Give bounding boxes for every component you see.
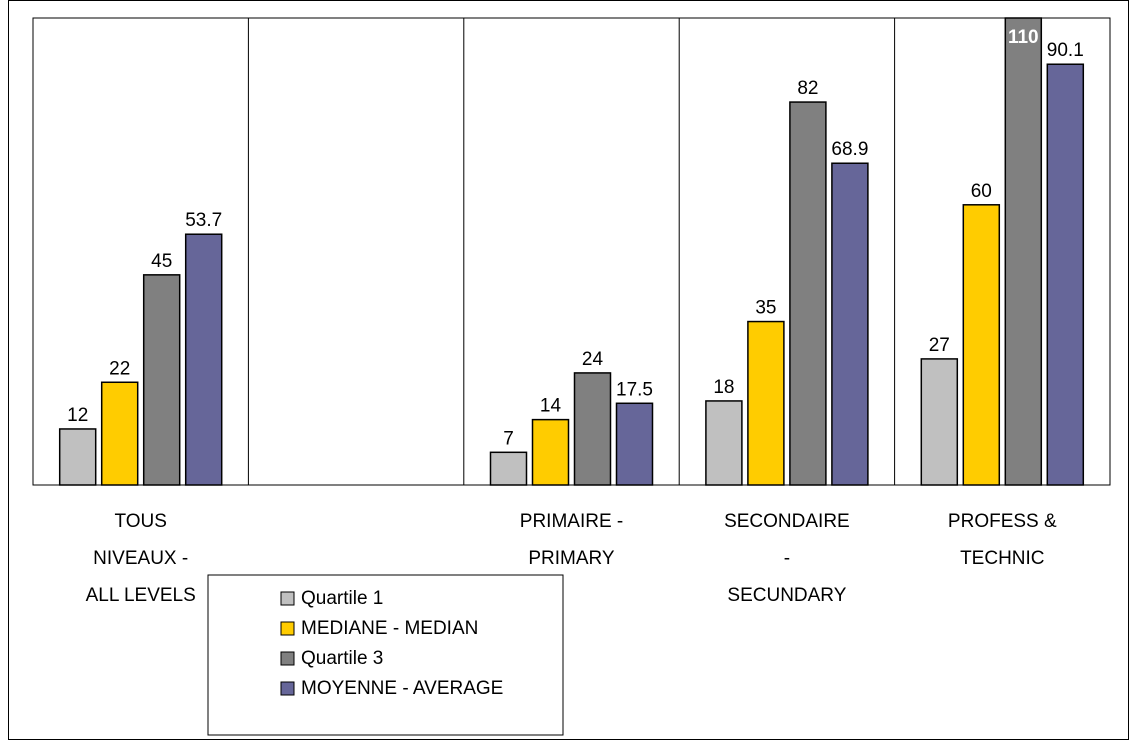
bar — [1004, 17, 1043, 486]
category-tick-label: TOUS — [114, 511, 166, 532]
bar — [831, 162, 869, 486]
bar — [615, 402, 654, 486]
legend-swatch — [280, 681, 295, 696]
bar-value-label: 90.1 — [1047, 40, 1084, 61]
bar — [573, 372, 612, 486]
bar-value-label: 82 — [797, 78, 818, 99]
legend-box — [207, 574, 564, 736]
bar-value-label: 45 — [151, 251, 172, 272]
bar-value-label: 22 — [109, 358, 130, 379]
legend-swatch — [280, 591, 295, 606]
category-tick-label: PROFESS & — [948, 511, 1057, 532]
bar — [1046, 63, 1085, 486]
bar-value-label: 24 — [582, 349, 604, 370]
category-tick-label: SECUNDARY — [727, 585, 846, 606]
legend-swatch — [280, 621, 295, 636]
bar — [920, 358, 959, 486]
bar-value-label: 17.5 — [616, 379, 653, 400]
bar-value-label: 18 — [713, 377, 734, 398]
legend: Quartile 1 MEDIANE - MEDIAN Quartile 3 MOYE… — [207, 574, 564, 736]
category-tick-label: TECHNIC — [960, 548, 1044, 569]
bar-value-label: 53.7 — [185, 210, 222, 231]
legend-entry-label: MOYENNE - AVERAGE — [301, 678, 503, 699]
bar — [184, 233, 223, 486]
bar — [100, 381, 139, 486]
bar — [789, 101, 827, 486]
bars-layer — [58, 17, 1085, 486]
legend-entry-label: MEDIANE - MEDIAN — [301, 618, 478, 639]
category-tick-label: PRIMAIRE - — [520, 511, 623, 532]
bar — [58, 428, 97, 486]
category-tick-label: SECONDAIRE — [724, 511, 850, 532]
category-tick-label: NIVEAUX - — [93, 548, 188, 569]
bar-value-label: 14 — [540, 396, 562, 417]
category-tick-label: - — [784, 548, 790, 569]
category-tick-label: ALL LEVELS — [86, 585, 196, 606]
legend-swatch — [280, 651, 295, 666]
bar-value-label: 12 — [67, 405, 88, 426]
bar — [489, 451, 528, 486]
legend-entry-label: Quartile 1 — [301, 588, 383, 609]
bar — [705, 400, 743, 486]
legend-entry-label: Quartile 3 — [301, 648, 383, 669]
bar-value-label: 68.9 — [831, 139, 868, 160]
value-labels-layer: 12 22 45 53.7 7 14 24 17.5 18 35 82 68.9 27 60 110 90.1 — [67, 27, 1084, 449]
category-labels-layer: TOUS NIVEAUX - ALL LEVELS PRIMAIRE - PRIMARY… — [86, 511, 1057, 606]
bar-value-label: 35 — [755, 298, 776, 319]
bar — [531, 418, 570, 486]
bar-value-label: 27 — [929, 335, 950, 356]
bar — [142, 274, 181, 486]
bar-value-label: 110 — [1008, 27, 1039, 48]
bar-value-label: 60 — [971, 181, 992, 202]
bar — [747, 320, 785, 486]
bar-value-label: 7 — [503, 428, 514, 449]
category-tick-label: PRIMARY — [528, 548, 615, 569]
bar — [962, 204, 1001, 486]
